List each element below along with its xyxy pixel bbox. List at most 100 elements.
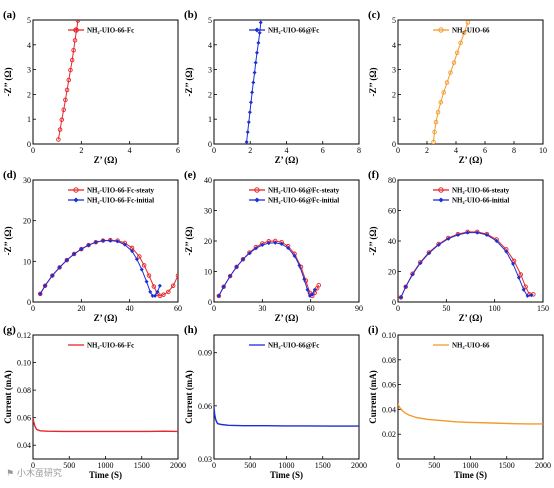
- panel-label: (c): [368, 9, 381, 21]
- data-point: [436, 242, 441, 247]
- data-point: [461, 30, 467, 36]
- plot-frame: [32, 334, 179, 460]
- y-tick-label: 0.10: [382, 331, 396, 340]
- chart-panel-c: 0 2 4 6 8 10 0 1 2 3 4 5 Z’ (Ω) -Z’’ (Ω) (c) NH₂-UIO-66: [368, 9, 547, 165]
- data-point: [504, 249, 509, 254]
- panel-label: (h): [184, 324, 198, 336]
- y-tick-label: 1: [392, 115, 396, 124]
- data-point: [72, 252, 77, 257]
- data-point: [458, 40, 463, 46]
- x-tick-label: 0: [396, 304, 400, 313]
- y-tick-label: 60: [388, 207, 396, 216]
- y-tick-label: 0.09: [198, 349, 212, 358]
- series-group: [398, 229, 536, 300]
- plot-frame: [32, 179, 179, 303]
- y-axis-title: -Z’’ (Ω): [368, 226, 378, 255]
- panel-label: (i): [368, 324, 379, 336]
- data-point: [75, 20, 81, 23]
- legend-label: NH₂-UIO-66-Fc-steaty: [87, 187, 155, 195]
- plot-frame: [397, 334, 544, 460]
- x-axis-title: Time (S): [270, 470, 303, 480]
- legend-marker: [254, 197, 260, 203]
- data-point: [431, 139, 436, 144]
- x-tick-label: 0: [31, 304, 35, 313]
- x-tick-label: 60: [174, 304, 182, 313]
- series-group: [33, 417, 178, 433]
- x-tick-label: 0: [212, 146, 216, 155]
- y-axis-title: Current (mA): [184, 370, 194, 424]
- legend-marker: [438, 27, 444, 33]
- data-point: [56, 137, 61, 142]
- data-point: [141, 263, 147, 268]
- data-point: [286, 246, 291, 251]
- x-tick-label: 2000: [170, 461, 186, 470]
- x-tick-label: 10: [539, 146, 547, 155]
- legend-label: NH₂-UIO-66-steaty: [452, 187, 510, 195]
- chart-panel-i: 0 500 1000 1500 2000 0.02 0.04 0.06 0.08 0.10 Time…: [368, 324, 551, 480]
- y-tick-label: 20: [388, 268, 396, 277]
- data-point: [137, 254, 142, 259]
- legend-label: NH₂-UIO-66-Fc: [87, 27, 134, 35]
- y-tick-label: 2: [208, 90, 212, 99]
- data-point: [292, 253, 297, 258]
- y-axis-title: -Z’’ (Ω): [184, 226, 194, 255]
- y-tick-label: 80: [388, 176, 396, 185]
- y-tick-label: 0: [27, 298, 31, 307]
- y-tick-label: 0.03: [198, 455, 212, 464]
- data-point: [454, 50, 460, 55]
- data-point: [93, 240, 98, 245]
- data-point: [71, 48, 76, 53]
- data-point: [146, 273, 152, 278]
- y-axis-title: -Z’’ (Ω): [368, 67, 378, 96]
- y-tick-label: 0.06: [17, 414, 31, 423]
- panel-label: (d): [3, 169, 17, 181]
- legend-marker: [438, 187, 444, 193]
- data-point: [101, 238, 106, 243]
- data-point: [247, 251, 252, 256]
- y-tick-label: 3: [392, 66, 396, 75]
- legend-marker: [254, 27, 260, 33]
- data-point: [260, 242, 265, 247]
- x-tick-label: 4: [285, 146, 289, 155]
- plot-frame: [213, 19, 360, 145]
- y-tick-label: 0.12: [17, 331, 31, 340]
- data-point: [273, 240, 278, 245]
- data-point: [398, 295, 403, 300]
- x-tick-label: 6: [321, 146, 325, 155]
- y-tick-label: 0.06: [382, 381, 396, 390]
- data-point: [57, 127, 63, 132]
- x-tick-label: 4: [128, 146, 132, 155]
- x-tick-label: 2: [425, 146, 429, 155]
- data-point: [518, 272, 524, 277]
- data-point: [61, 107, 66, 113]
- chart-panel-h: 0 500 1000 1500 2000 0.03 0.06 0.09 Time (S) Curr…: [184, 324, 367, 480]
- legend-marker: [73, 27, 79, 33]
- panel-label: (b): [184, 9, 198, 21]
- data-point: [312, 287, 317, 292]
- x-axis-title: Time (S): [89, 470, 122, 480]
- panel-label: (a): [3, 9, 16, 21]
- legend-label: NH₂-UIO-66-Fc-initial: [87, 197, 154, 205]
- y-tick-label: 3: [208, 66, 212, 75]
- x-tick-label: 8: [512, 146, 516, 155]
- legend-label: NH₂-UIO-66@Fc-initial: [268, 197, 339, 205]
- y-tick-label: 4: [27, 41, 31, 50]
- x-tick-label: 0: [396, 146, 400, 155]
- x-tick-label: 6: [483, 146, 487, 155]
- data-point: [465, 20, 471, 25]
- x-tick-label: 8: [357, 146, 361, 155]
- data-point: [166, 289, 171, 295]
- data-point: [254, 50, 259, 55]
- series-line: [398, 403, 543, 425]
- x-tick-label: 1000: [279, 461, 295, 470]
- data-point: [115, 239, 120, 244]
- series-line: [218, 242, 316, 297]
- data-point: [252, 70, 257, 75]
- y-tick-label: 0: [27, 140, 31, 149]
- x-tick-label: 50: [442, 304, 450, 313]
- chart-panel-f: 0 50 100 150 0 20 40 60 80 Z’ (Ω) -Z’’ (Ω) (f) NH₂-U…: [368, 169, 549, 323]
- data-point: [438, 100, 444, 105]
- data-point: [305, 287, 310, 292]
- data-point: [433, 119, 439, 125]
